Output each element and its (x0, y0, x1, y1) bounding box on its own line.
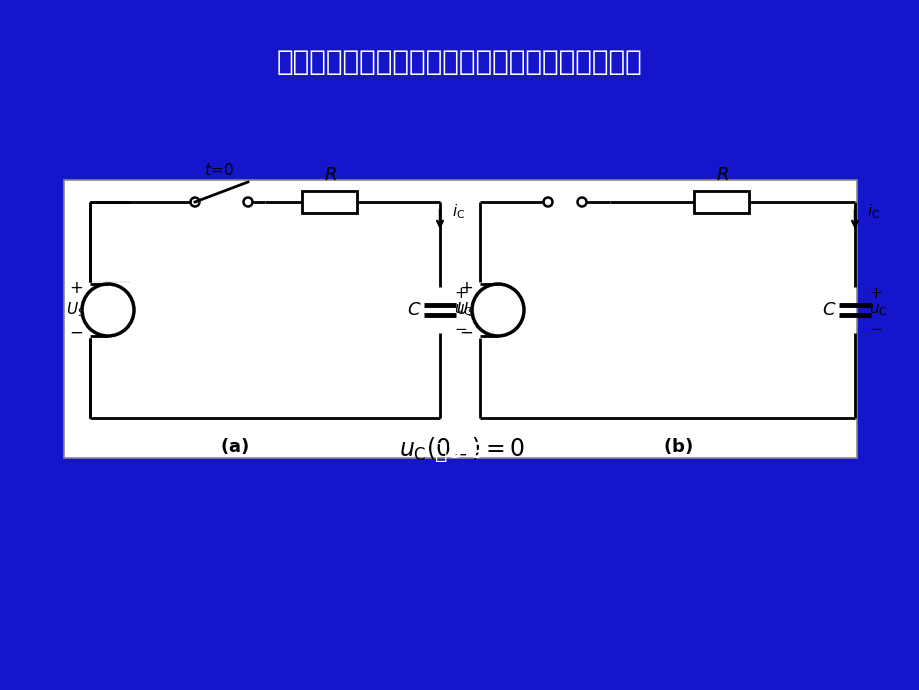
Text: $i_{\rm C}$: $i_{\rm C}$ (866, 203, 879, 221)
Bar (302, 191, 357, 213)
Text: $C$: $C$ (407, 301, 422, 319)
Text: $i_{\rm C}$: $i_{\rm C}$ (451, 203, 465, 221)
Text: $+$: $+$ (69, 279, 83, 297)
Text: $u_{\rm C}$: $u_{\rm C}$ (453, 302, 472, 318)
Text: $-$: $-$ (868, 319, 881, 335)
Text: 图8-9: 图8-9 (435, 442, 484, 462)
Text: $U_{\rm S}$: $U_{\rm S}$ (66, 301, 85, 319)
Text: $R$: $R$ (715, 166, 728, 184)
Text: $u_{\rm C}(0_-)=0$: $u_{\rm C}(0_-)=0$ (399, 436, 525, 463)
Text: $-$: $-$ (69, 323, 83, 341)
Text: $-$: $-$ (459, 323, 472, 341)
Text: $U_{\rm S}$: $U_{\rm S}$ (456, 301, 475, 319)
Text: $-$: $-$ (453, 319, 467, 335)
Bar (694, 191, 749, 213)
Text: $+$: $+$ (459, 279, 472, 297)
Text: $u_{\rm C}$: $u_{\rm C}$ (868, 302, 887, 318)
Text: $\mathbf{(b)}$: $\mathbf{(b)}$ (662, 436, 692, 456)
Text: $t\!=\!0$: $t\!=\!0$ (204, 162, 234, 178)
Text: $C$: $C$ (822, 301, 836, 319)
Text: 其电压电流的变化规律，可以通过以下计算求得。: 其电压电流的变化规律，可以通过以下计算求得。 (277, 48, 642, 76)
Bar (64, 180, 857, 458)
Text: $\mathbf{(a)}$: $\mathbf{(a)}$ (221, 436, 249, 456)
Text: $+$: $+$ (453, 286, 467, 301)
Text: $R$: $R$ (323, 166, 336, 184)
Text: $+$: $+$ (868, 286, 881, 301)
